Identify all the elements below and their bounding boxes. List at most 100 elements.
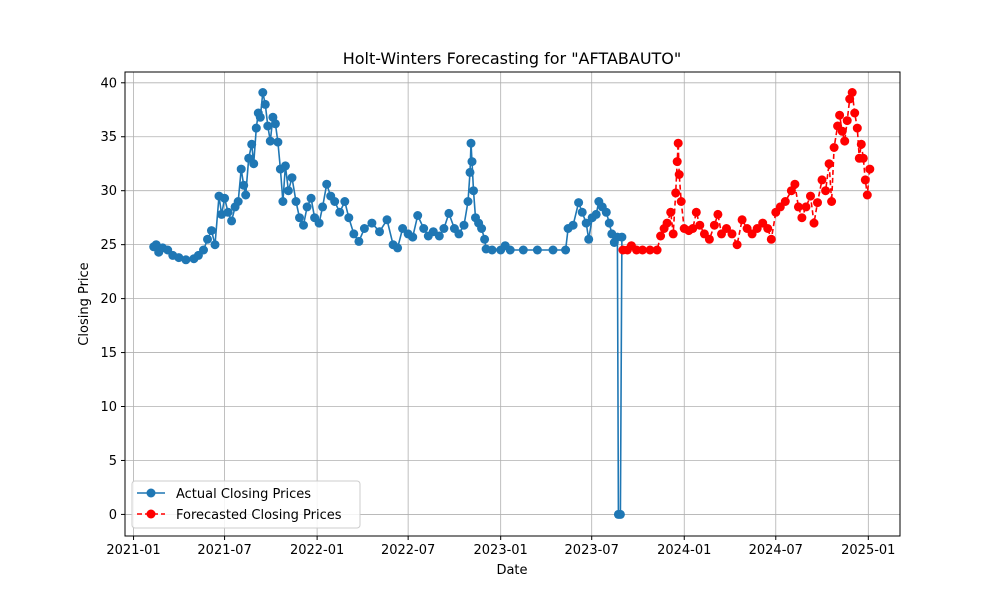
actual-point [419, 224, 429, 233]
forecast-point [672, 157, 682, 167]
x-tick-label: 2023-01 [474, 543, 528, 558]
actual-point [283, 186, 293, 196]
actual-point [280, 161, 290, 171]
actual-point [408, 232, 418, 242]
actual-point [568, 220, 578, 230]
forecast-point [842, 116, 852, 126]
actual-point [314, 218, 324, 228]
forecast-point [824, 159, 834, 169]
actual-point [617, 232, 627, 242]
forecast-point [837, 126, 847, 136]
actual-point [359, 224, 369, 233]
actual-point [236, 164, 246, 174]
actual-point [340, 197, 350, 206]
legend: Actual Closing Prices Forecasted Closing… [131, 480, 361, 529]
forecast-point [695, 220, 705, 230]
actual-point [306, 193, 316, 203]
forecast-point [673, 138, 683, 148]
y-tick-label: 5 [109, 454, 117, 469]
actual-point [604, 218, 614, 228]
legend-forecast-marker [146, 509, 156, 519]
actual-point [434, 231, 444, 241]
forecast-point [797, 213, 807, 223]
series-forecast [618, 88, 875, 255]
actual-point [466, 138, 476, 148]
chart-title: Holt-Winters Forecasting for "AFTABAUTO" [343, 49, 682, 68]
actual-point [344, 213, 354, 223]
actual-point [260, 99, 270, 109]
forecast-point [817, 175, 827, 185]
actual-point [295, 213, 304, 223]
forecast-point [691, 207, 701, 217]
actual-point [233, 197, 243, 206]
x-tick-label: 2024-01 [657, 543, 711, 558]
forecast-point [835, 110, 845, 120]
actual-point [467, 157, 477, 167]
legend-box [131, 480, 361, 529]
x-tick-label: 2023-07 [565, 543, 619, 558]
y-tick-label: 30 [100, 184, 117, 199]
forecast-point [790, 179, 800, 189]
actual-point [258, 88, 268, 97]
forecast-point [766, 234, 776, 244]
forecast-point [806, 191, 815, 201]
forecast-point [638, 245, 647, 255]
actual-point [454, 229, 464, 239]
y-axis-label: Closing Price [77, 262, 92, 345]
legend-forecast-label: Forecasted Closing Prices [176, 508, 342, 523]
actual-point [335, 207, 345, 217]
forecast-point [847, 88, 857, 97]
forecast-point [668, 229, 678, 239]
actual-point [393, 243, 403, 253]
forecast-point [645, 245, 655, 255]
actual-point [367, 218, 377, 228]
y-tick-label: 10 [100, 400, 117, 415]
actual-point [223, 207, 233, 217]
legend-actual-marker [146, 488, 156, 498]
actual-point [463, 197, 473, 206]
series-layer [149, 88, 875, 519]
forecast-point [860, 175, 870, 185]
plot-frame [124, 71, 901, 537]
forecast-point [737, 215, 747, 225]
actual-point [469, 186, 478, 196]
y-tick-label: 20 [100, 292, 117, 307]
forecast-point [801, 202, 811, 212]
actual-point [318, 202, 328, 212]
actual-point [375, 227, 384, 237]
forecast-point [652, 245, 662, 255]
x-tick-label: 2022-07 [381, 543, 435, 558]
actual-point [398, 224, 408, 233]
forecast-point [662, 218, 672, 228]
actual-point [287, 173, 297, 183]
actual-point [299, 220, 308, 230]
actual-point [601, 207, 611, 217]
y-tick-label: 15 [100, 346, 117, 361]
actual-point [210, 240, 220, 250]
actual-point [273, 137, 283, 147]
actual-point [487, 245, 497, 255]
forecast-point [722, 224, 731, 233]
forecast-point [763, 224, 773, 233]
forecast-point [688, 224, 698, 233]
x-tick-label: 2022-01 [290, 543, 344, 558]
actual-point [505, 245, 515, 255]
actual-point [251, 123, 261, 133]
y-tick-label: 0 [109, 508, 117, 523]
actual-point [322, 179, 332, 189]
actual-point [241, 190, 251, 200]
forecast-point [780, 197, 790, 206]
grid-lines [125, 72, 900, 536]
actual-point [591, 209, 601, 219]
actual-point [518, 245, 528, 255]
actual-point [227, 216, 237, 226]
x-tick-label: 2021-01 [106, 543, 160, 558]
actual-point [174, 253, 184, 263]
actual-point [278, 197, 288, 206]
forecast-point [671, 188, 681, 198]
forecast-point [704, 234, 714, 244]
actual-point [263, 121, 273, 131]
forecast-point [793, 202, 803, 212]
actual-point [249, 159, 259, 169]
